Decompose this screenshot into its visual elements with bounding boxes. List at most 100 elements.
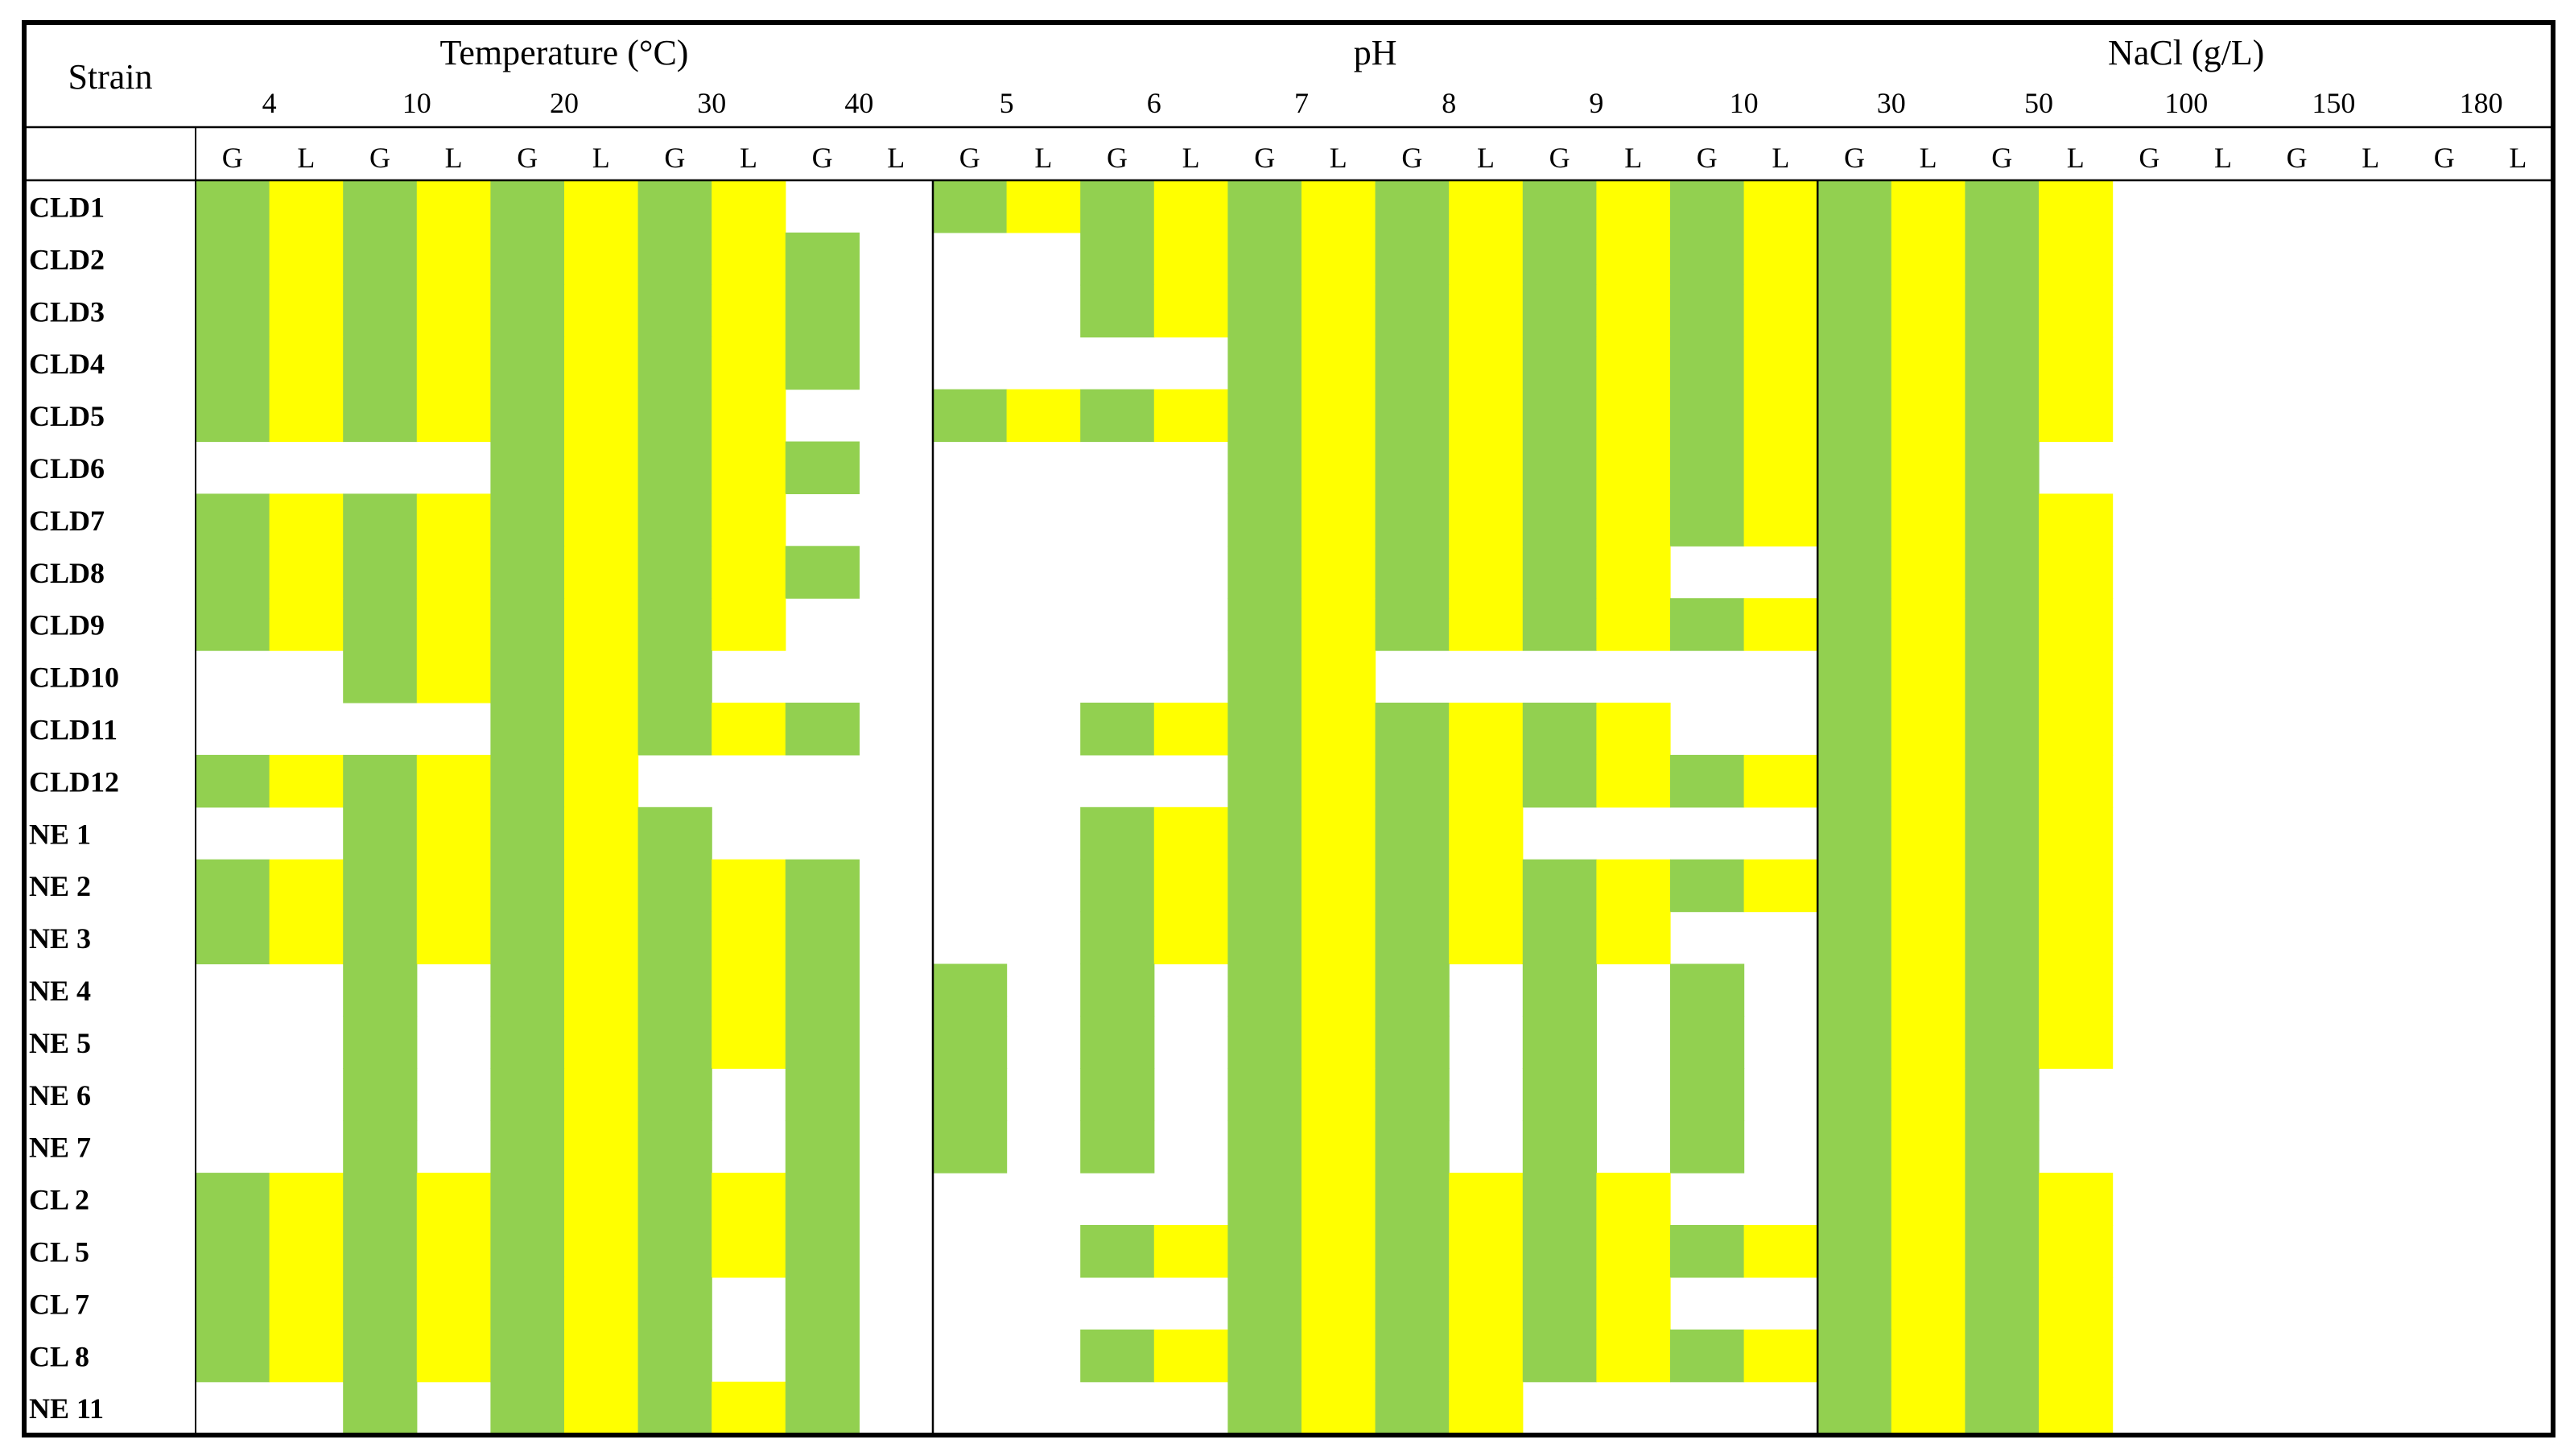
cell-ne3-50-L	[2039, 911, 2114, 965]
cell-cl2-9-L	[1596, 1173, 1671, 1226]
cell-cld3-40-G	[785, 284, 860, 338]
level-label: 10	[402, 87, 431, 119]
cell-cld6-10-G	[1670, 441, 1745, 494]
row-label: NE 5	[29, 1027, 91, 1059]
subcolumn-label: G	[1107, 142, 1128, 174]
cell-ne11-50-L	[2039, 1381, 2114, 1435]
cell-ne4-30-G	[1817, 963, 1892, 1017]
cell-ne5-7-L	[1301, 1016, 1376, 1069]
cell-cld1-10-L	[1743, 180, 1818, 233]
cell-cl8-4-L	[269, 1329, 344, 1383]
cell-cl7-50-L	[2039, 1277, 2114, 1330]
cell-cld3-20-G	[490, 284, 565, 338]
subcolumn-label: G	[1549, 142, 1570, 174]
row-label: CLD3	[29, 295, 105, 328]
cell-cld5-50-G	[1965, 389, 2040, 443]
cell-cld9-20-L	[564, 598, 639, 651]
cell-ne5-8-G	[1375, 1016, 1450, 1069]
cell-ne7-9-G	[1522, 1120, 1597, 1173]
cell-cld3-7-G	[1227, 284, 1302, 338]
cell-ne3-6-L	[1153, 911, 1228, 965]
subcolumn-label: L	[1034, 142, 1052, 174]
cell-cld1-8-L	[1449, 180, 1524, 233]
cell-cld1-10-G	[343, 180, 418, 233]
cell-cld6-30-L	[1891, 441, 1966, 494]
cell-cld6-9-G	[1522, 441, 1597, 494]
cell-ne6-6-G	[1080, 1068, 1155, 1121]
cell-ne3-6-G	[1080, 911, 1155, 965]
cell-cl2-30-L	[712, 1173, 786, 1226]
cell-ne3-8-G	[1375, 911, 1450, 965]
cell-ne6-20-G	[490, 1068, 565, 1121]
cell-ne7-50-G	[1965, 1120, 2040, 1173]
cell-cld2-4-G	[196, 232, 270, 286]
cell-cl2-50-L	[2039, 1173, 2114, 1226]
cell-cld2-6-L	[1153, 232, 1228, 286]
cell-cl5-50-L	[2039, 1225, 2114, 1278]
cell-cld10-30-G	[1817, 650, 1892, 703]
cell-cld12-8-L	[1449, 754, 1524, 808]
cell-cld11-30-G	[637, 703, 712, 756]
cell-cl7-4-L	[269, 1277, 344, 1330]
cell-cld11-20-G	[490, 703, 565, 756]
cell-ne2-7-G	[1227, 859, 1302, 913]
row-label: CLD8	[29, 557, 105, 589]
cell-cl2-4-G	[196, 1173, 270, 1226]
cell-cl5-9-G	[1522, 1225, 1597, 1278]
cell-cld8-40-G	[785, 546, 860, 599]
subcolumn-label: G	[2139, 142, 2159, 174]
cell-ne7-7-G	[1227, 1120, 1302, 1173]
cell-cld2-10-L	[1743, 232, 1818, 286]
level-label: 50	[2024, 87, 2053, 119]
cell-cld12-8-G	[1375, 754, 1450, 808]
cell-cld10-7-L	[1301, 650, 1376, 703]
cell-cld1-4-L	[269, 180, 344, 233]
cell-cld11-7-L	[1301, 703, 1376, 756]
row-label: CL 8	[29, 1340, 89, 1372]
cell-cld7-10-L	[416, 493, 491, 547]
cell-ne3-10-L	[416, 911, 491, 965]
cell-cld4-10-L	[416, 336, 491, 390]
cell-cld10-7-G	[1227, 650, 1302, 703]
cell-cl8-20-L	[564, 1329, 639, 1383]
cell-cld9-10-L	[1743, 598, 1818, 651]
cell-ne2-7-L	[1301, 859, 1376, 913]
cell-cld12-10-L	[1743, 754, 1818, 808]
cell-ne11-7-G	[1227, 1381, 1302, 1435]
cell-cl7-30-G	[637, 1277, 712, 1330]
cell-ne6-30-G	[637, 1068, 712, 1121]
cell-cl7-10-L	[416, 1277, 491, 1330]
subcolumn-label: G	[2287, 142, 2308, 174]
cell-cld4-30-L	[1891, 336, 1966, 390]
cell-cld2-8-L	[1449, 232, 1524, 286]
subcolumn-label: L	[1920, 142, 1937, 174]
level-label: 5	[1000, 87, 1014, 119]
subcolumn-label: L	[445, 142, 463, 174]
cell-ne7-30-L	[1891, 1120, 1966, 1173]
cell-cld2-7-L	[1301, 232, 1376, 286]
cell-ne4-30-L	[1891, 963, 1966, 1017]
cell-cld7-8-L	[1449, 493, 1524, 547]
cell-ne6-50-G	[1965, 1068, 2040, 1121]
cell-cld4-9-G	[1522, 336, 1597, 390]
cell-cl7-30-L	[1891, 1277, 1966, 1330]
row-label: CLD11	[29, 714, 118, 746]
cell-cld8-7-L	[1301, 546, 1376, 599]
cell-cld6-8-L	[1449, 441, 1524, 494]
cell-cl5-8-L	[1449, 1225, 1524, 1278]
cell-cld6-7-G	[1227, 441, 1302, 494]
cell-cld6-8-G	[1375, 441, 1450, 494]
cell-cl8-50-L	[2039, 1329, 2114, 1383]
cell-cld7-10-G	[343, 493, 418, 547]
cell-cld10-10-G	[343, 650, 418, 703]
cell-cld8-8-L	[1449, 546, 1524, 599]
cell-cld10-50-L	[2039, 650, 2114, 703]
cell-cld2-7-G	[1227, 232, 1302, 286]
subcolumn-label: L	[1182, 142, 1200, 174]
cell-cl2-30-G	[1817, 1173, 1892, 1226]
cell-cld1-5-L	[1006, 180, 1081, 233]
cell-cld3-30-G	[637, 284, 712, 338]
cell-cld3-9-L	[1596, 284, 1671, 338]
cell-cld1-5-G	[933, 180, 1008, 233]
cell-cld9-30-L	[712, 598, 786, 651]
